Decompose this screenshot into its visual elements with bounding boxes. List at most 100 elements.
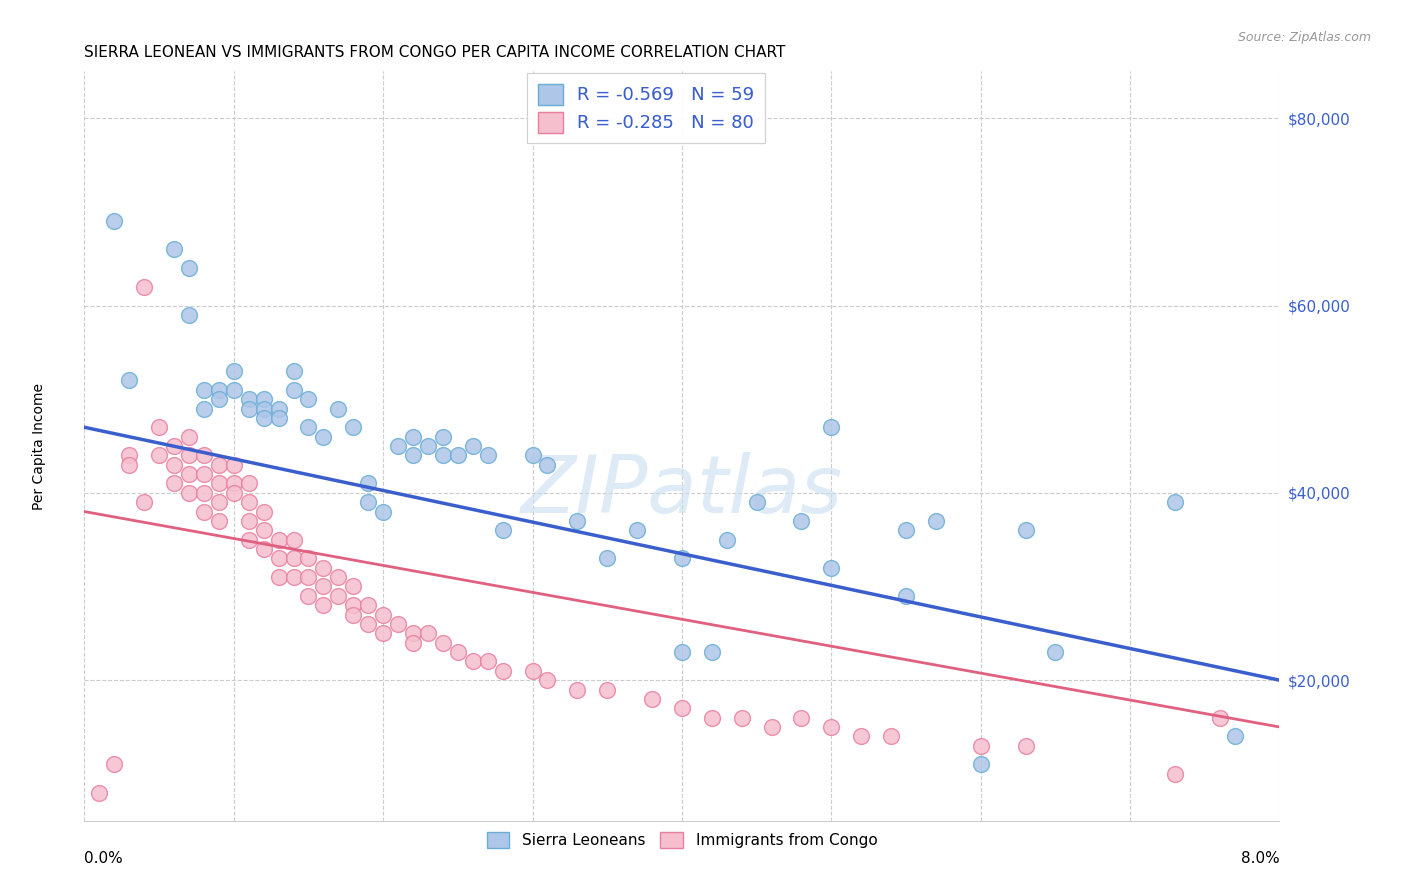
Point [447, 645, 470, 659]
Point [1014, 739, 1036, 753]
Point [1014, 523, 1036, 537]
Point [700, 645, 723, 659]
Text: SIERRA LEONEAN VS IMMIGRANTS FROM CONGO PER CAPITA INCOME CORRELATION CHART: SIERRA LEONEAN VS IMMIGRANTS FROM CONGO … [84, 45, 786, 61]
Point [222, 476, 245, 491]
Point [177, 449, 200, 463]
Point [297, 551, 319, 566]
Point [177, 430, 200, 444]
Point [522, 449, 544, 463]
Point [536, 458, 558, 472]
Point [416, 626, 439, 640]
Point [297, 392, 319, 407]
Point [373, 607, 395, 622]
Point [357, 476, 380, 491]
Point [402, 430, 425, 444]
Point [163, 458, 186, 472]
Point [402, 626, 425, 640]
Point [492, 523, 515, 537]
Point [253, 542, 276, 557]
Point [193, 505, 215, 519]
Point [283, 383, 305, 397]
Point [177, 261, 200, 276]
Point [402, 449, 425, 463]
Point [477, 655, 499, 669]
Point [312, 561, 335, 575]
Point [536, 673, 558, 688]
Point [238, 514, 260, 528]
Point [148, 449, 170, 463]
Point [820, 720, 842, 734]
Point [1164, 767, 1187, 781]
Point [163, 439, 186, 453]
Point [492, 664, 515, 678]
Point [820, 561, 842, 575]
Text: 8.0%: 8.0% [1240, 851, 1279, 865]
Point [103, 757, 125, 772]
Point [894, 589, 917, 603]
Point [416, 439, 439, 453]
Legend: R = -0.569   N = 59, R = -0.285   N = 80: R = -0.569 N = 59, R = -0.285 N = 80 [527, 73, 765, 144]
Point [193, 401, 215, 416]
Point [387, 439, 409, 453]
Point [238, 476, 260, 491]
Point [1164, 495, 1187, 509]
Point [626, 523, 648, 537]
Point [671, 701, 693, 715]
Point [342, 420, 364, 434]
Point [328, 401, 350, 416]
Point [283, 364, 305, 378]
Point [238, 533, 260, 547]
Point [567, 514, 589, 528]
Point [267, 410, 290, 425]
Point [312, 599, 335, 613]
Point [208, 392, 231, 407]
Text: 0.0%: 0.0% [84, 851, 124, 865]
Point [118, 458, 141, 472]
Point [357, 599, 380, 613]
Point [402, 635, 425, 649]
Point [193, 467, 215, 482]
Point [132, 495, 156, 509]
Point [118, 449, 141, 463]
Point [163, 243, 186, 257]
Point [596, 682, 619, 697]
Point [761, 720, 783, 734]
Point [342, 599, 364, 613]
Point [596, 551, 619, 566]
Point [357, 495, 380, 509]
Point [373, 505, 395, 519]
Point [312, 580, 335, 594]
Point [790, 514, 813, 528]
Point [208, 476, 231, 491]
Point [851, 730, 873, 744]
Point [177, 308, 200, 322]
Point [447, 449, 470, 463]
Point [177, 485, 200, 500]
Point [387, 617, 409, 632]
Point [477, 449, 499, 463]
Point [970, 739, 993, 753]
Point [820, 420, 842, 434]
Point [297, 589, 319, 603]
Point [163, 476, 186, 491]
Point [132, 280, 156, 294]
Point [193, 383, 215, 397]
Point [894, 523, 917, 537]
Point [671, 551, 693, 566]
Point [283, 570, 305, 584]
Point [177, 467, 200, 482]
Point [432, 449, 454, 463]
Point [283, 533, 305, 547]
Point [253, 401, 276, 416]
Point [208, 383, 231, 397]
Point [253, 505, 276, 519]
Point [208, 495, 231, 509]
Point [148, 420, 170, 434]
Point [432, 635, 454, 649]
Point [1045, 645, 1067, 659]
Point [461, 655, 484, 669]
Point [790, 710, 813, 724]
Point [297, 570, 319, 584]
Point [267, 533, 290, 547]
Point [89, 786, 111, 800]
